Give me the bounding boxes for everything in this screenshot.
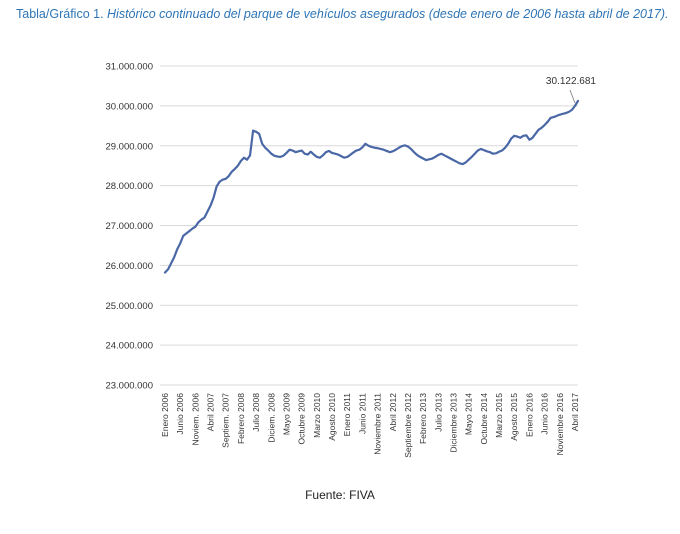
x-tick-label: Octubre 2014 [479, 393, 489, 445]
x-tick-label: Junio 2011 [357, 393, 367, 434]
y-tick-label: 30.000.000 [105, 101, 153, 112]
x-tick-label: Noviembre 2011 [373, 393, 383, 455]
chart-series [165, 101, 578, 273]
x-tick-label: Marzo 2015 [494, 393, 504, 438]
y-axis-tick-labels: 23.000.000 24.000.000 25.000.000 26.000.000… [105, 62, 153, 392]
x-tick-label: Junio 2006 [175, 393, 185, 435]
x-tick-label: Diciembre 2013 [448, 393, 458, 453]
x-tick-label: Febrero 2008 [236, 393, 246, 444]
y-tick-label: 28.000.000 [105, 181, 153, 192]
y-tick-label: 27.000.000 [105, 221, 153, 232]
line-chart: 23.000.000 24.000.000 25.000.000 26.000.000… [0, 0, 680, 480]
x-tick-label: Enero 2006 [160, 393, 170, 437]
chart-gridlines [160, 66, 578, 385]
y-tick-label: 25.000.000 [105, 301, 153, 312]
x-tick-label: Noviembre 2016 [555, 393, 565, 456]
y-tick-label: 24.000.000 [105, 341, 153, 352]
x-tick-label: Enero 2011 [342, 393, 352, 437]
x-tick-label: Enero 2016 [524, 393, 534, 437]
y-tick-label: 23.000.000 [105, 381, 153, 392]
x-tick-label: Abril 2012 [388, 393, 398, 432]
annotation-leader [570, 90, 575, 103]
x-tick-label: Abril 2007 [206, 393, 216, 432]
x-tick-label: Agosto 2010 [327, 393, 337, 441]
series-line [165, 101, 578, 273]
annotation-label: 30.122.681 [546, 76, 596, 87]
y-tick-label: 31.000.000 [105, 62, 153, 73]
y-tick-label: 26.000.000 [105, 261, 153, 272]
chart-annotation: 30.122.681 [546, 76, 596, 103]
x-tick-label: Mayo 2014 [464, 393, 474, 435]
x-tick-label: Agosto 2015 [509, 393, 519, 441]
source-note: Fuente: FIVA [0, 488, 680, 502]
x-axis-tick-labels: Enero 2006 Junio 2006 Noviem. 2006 Abril 20… [160, 393, 580, 458]
x-tick-label: Mayo 2009 [281, 393, 291, 435]
y-tick-label: 29.000.000 [105, 141, 153, 152]
x-tick-label: Febrero 2013 [418, 393, 428, 444]
x-tick-label: Diciem. 2008 [266, 393, 276, 443]
x-tick-label: Julio 2013 [433, 393, 443, 432]
x-tick-label: Abril 2017 [570, 393, 580, 432]
x-tick-label: Octubre 2009 [297, 393, 307, 445]
x-tick-label: Junio 2016 [540, 393, 550, 435]
x-tick-label: Julio 2008 [251, 393, 261, 432]
x-tick-label: Noviem. 2006 [190, 393, 200, 446]
x-tick-label: Marzo 2010 [312, 393, 322, 438]
x-tick-label: Septiembre 2012 [403, 393, 413, 458]
x-tick-label: Septiem. 2007 [221, 393, 231, 448]
